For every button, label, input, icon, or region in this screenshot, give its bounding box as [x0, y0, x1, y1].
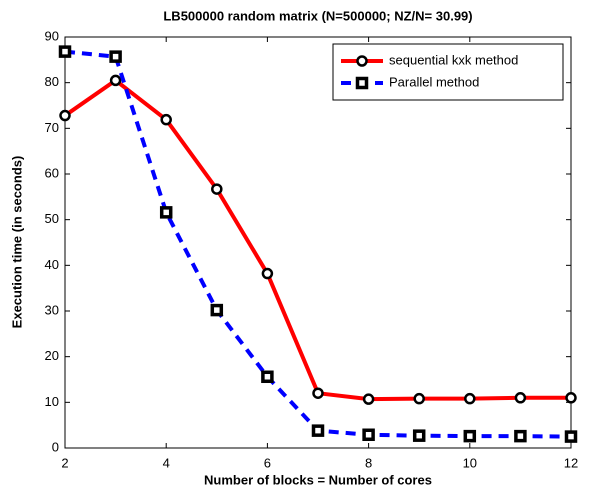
chart-title: LB500000 random matrix (N=500000; NZ/N= …: [163, 8, 472, 23]
legend-box: [332, 43, 564, 101]
point: [261, 370, 274, 384]
y-tick-label: 20: [45, 348, 59, 363]
legend-label: Parallel method: [389, 74, 479, 89]
legend-marker: [355, 76, 369, 90]
y-tick-label: 80: [45, 74, 59, 89]
y-tick-label: 70: [45, 120, 59, 135]
point: [362, 393, 375, 405]
x-tick-label: 6: [264, 455, 271, 470]
point: [464, 392, 476, 405]
point: [514, 392, 527, 404]
x-tick-label: 4: [163, 455, 170, 470]
point: [565, 392, 577, 404]
y-tick-label: 0: [52, 439, 59, 454]
x-tick-label: 12: [564, 455, 578, 470]
y-tick-label: 40: [45, 257, 59, 272]
legend-marker: [356, 55, 368, 67]
point: [261, 267, 274, 280]
point: [109, 74, 122, 87]
point: [159, 206, 173, 219]
legend-label: sequential kxk method: [389, 52, 518, 67]
point: [413, 392, 425, 405]
point: [109, 50, 122, 63]
point: [58, 45, 72, 58]
point: [312, 387, 324, 399]
x-axis-label: Number of blocks = Number of cores: [204, 472, 432, 487]
point: [210, 303, 224, 317]
y-axis-label: Execution time (in seconds): [9, 156, 24, 329]
y-tick-label: 60: [45, 165, 59, 180]
point: [412, 429, 426, 442]
point: [311, 424, 325, 437]
point: [59, 109, 71, 122]
y-tick-label: 30: [45, 302, 59, 317]
point: [463, 429, 477, 443]
point: [211, 183, 223, 195]
x-tick-label: 10: [463, 455, 477, 470]
point: [160, 113, 172, 126]
point: [564, 430, 578, 443]
y-tick-label: 50: [45, 211, 59, 226]
point: [362, 428, 375, 442]
x-tick-label: 8: [365, 455, 372, 470]
y-tick-label: 90: [45, 28, 59, 43]
y-tick-label: 10: [45, 394, 59, 409]
x-tick-label: 2: [61, 455, 68, 470]
point: [514, 429, 527, 443]
